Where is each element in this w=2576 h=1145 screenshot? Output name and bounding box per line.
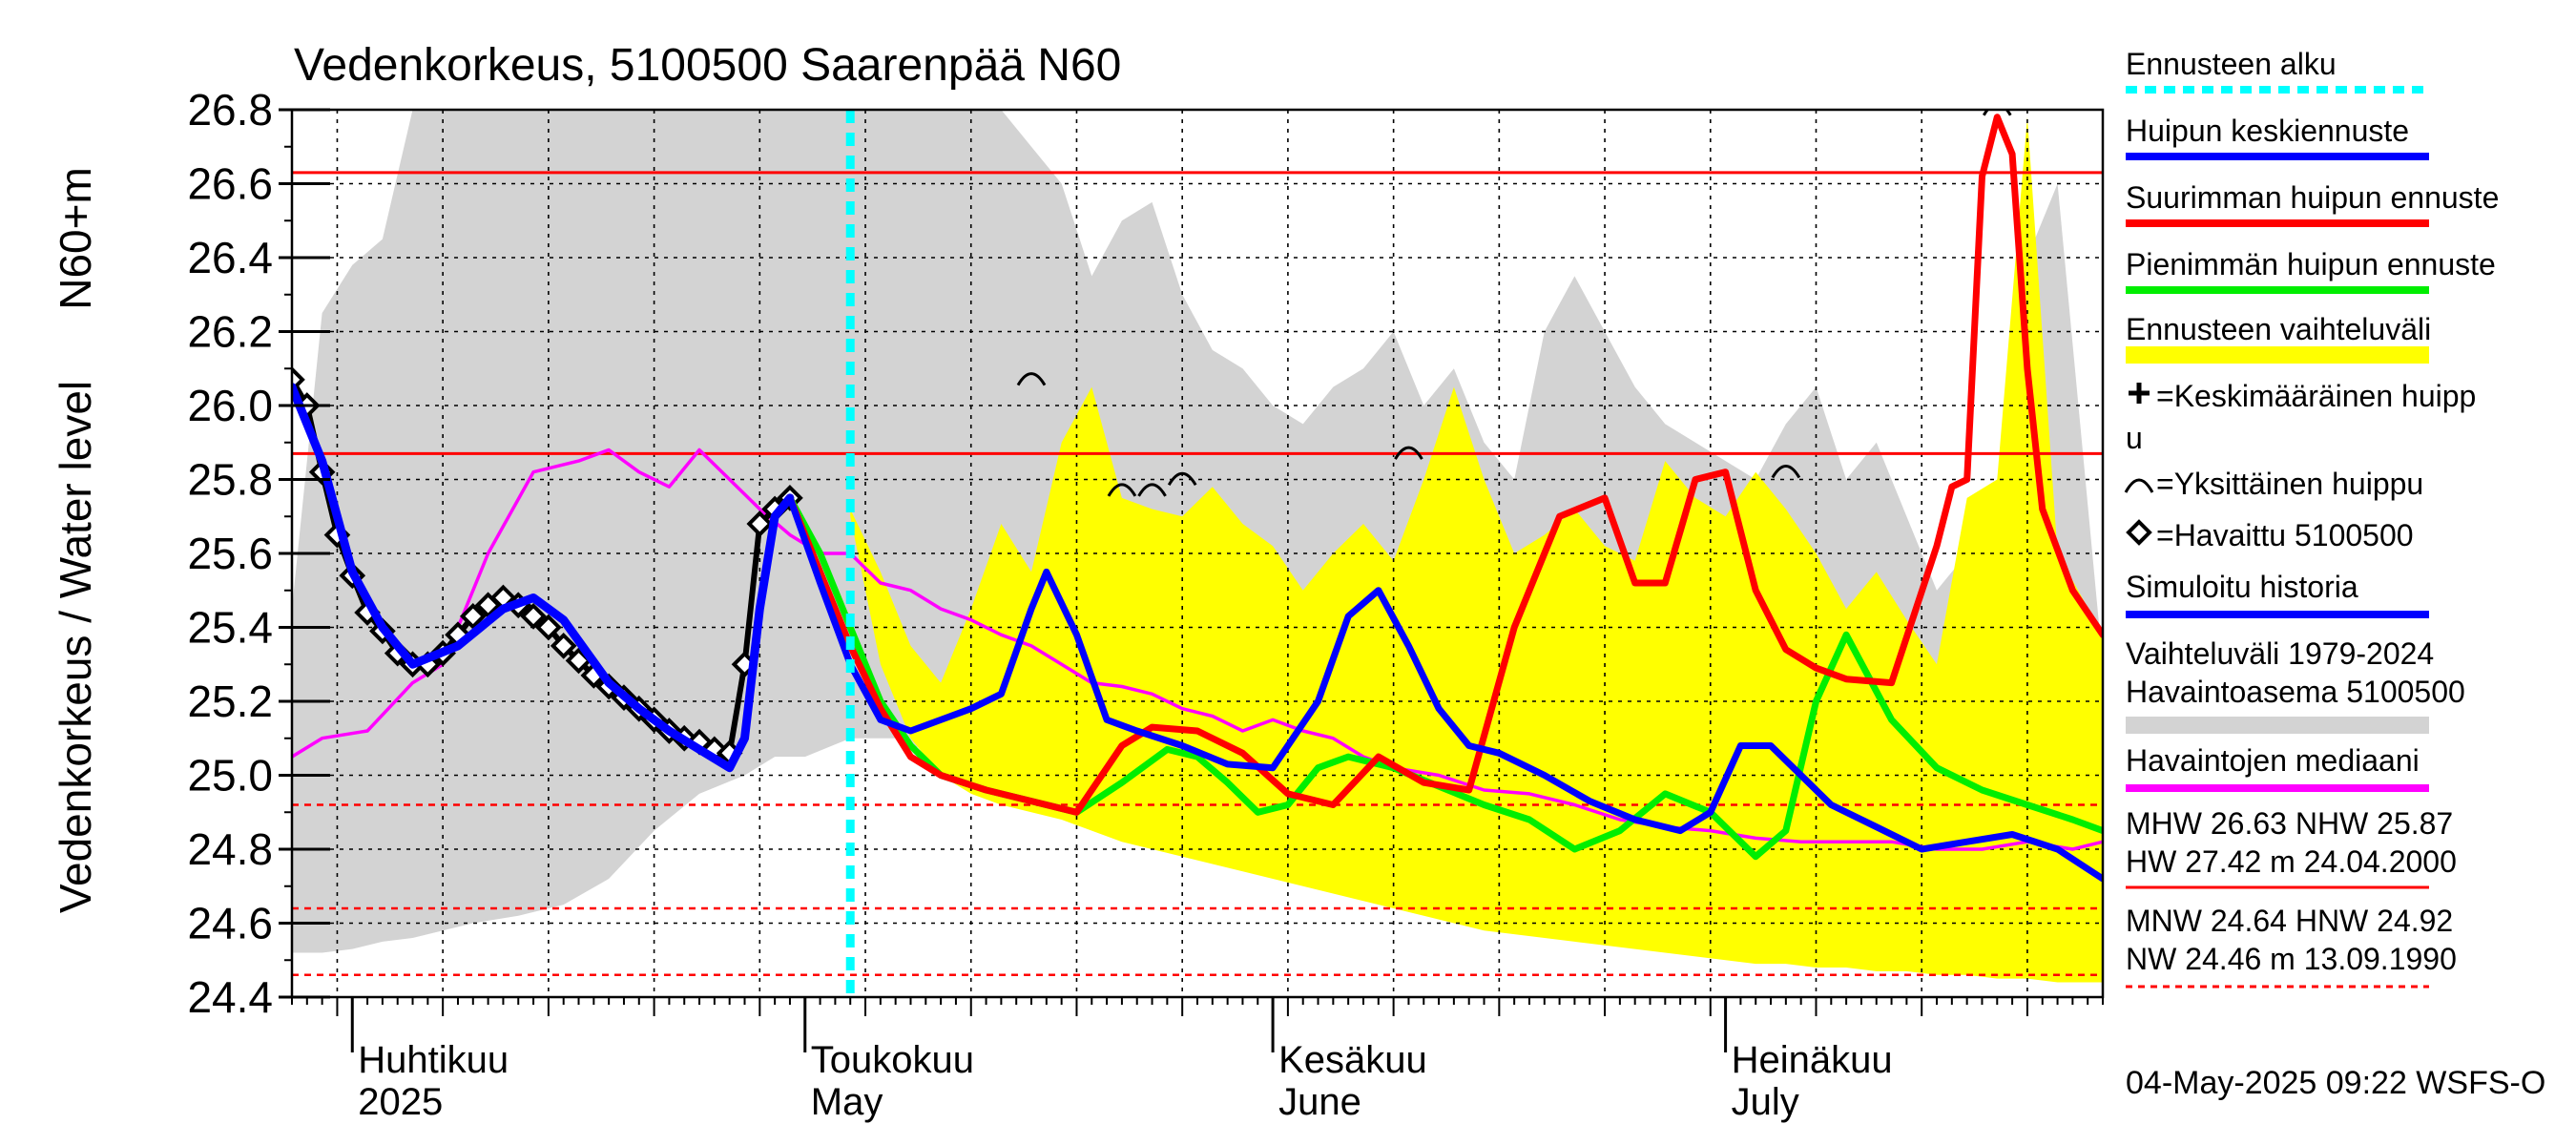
peak-marker (1394, 446, 1423, 460)
x-month-label-toukokuu: Toukokuu (811, 1039, 974, 1081)
y-tick-label: 25.8 (187, 455, 273, 505)
chart-title: Vedenkorkeus, 5100500 Saarenpää N60 (294, 40, 1121, 91)
legend-item-vaihteluvali-1979-2024-cont: Havaintoasema 5100500 (2126, 675, 2465, 709)
legend-item-keskimaarainen-huipp-cont: u (2126, 421, 2143, 455)
peak-marker (1107, 483, 1137, 497)
observed-point-marker (550, 633, 577, 659)
y-tick-label: 24.6 (187, 899, 273, 948)
peak-marker (1167, 471, 1197, 487)
x-month-label-heinakuu: Heinäkuu (1732, 1039, 1893, 1081)
timestamp-label: 04-May-2025 09:22 WSFS-O (2126, 1065, 2545, 1101)
x-month-sublabel-june: June (1278, 1081, 1361, 1123)
y-tick-label: 26.2 (187, 307, 273, 357)
y-axis-label: Vedenkorkeus / Water level (51, 381, 100, 913)
y-tick-label: 24.4 (187, 972, 273, 1022)
x-month-label-kesakuu: Kesäkuu (1278, 1039, 1427, 1081)
legend-diamond-icon (2126, 519, 2152, 546)
stat-mhw-nhw: MHW 26.63 NHW 25.87 (2126, 806, 2453, 841)
legend-item-vaihteluvali-1979-2024: Vaihteluväli 1979-2024 (2126, 636, 2434, 671)
x-month-sublabel-2025: 2025 (358, 1081, 443, 1123)
legend-swatch (2126, 717, 2429, 734)
y-tick-label: 26.0 (187, 381, 273, 430)
series-line-havaintojen-mediaani (292, 448, 2103, 851)
legend-item-havaittu-5100500: =Havaittu 5100500 (2156, 518, 2414, 552)
series-line-simuloitu-historia (292, 383, 795, 773)
legend-item-keskimaarainen-huipp: =Keskimääräinen huipp (2156, 379, 2476, 413)
legend-plus-icon (2129, 383, 2150, 404)
observed-point-marker (459, 603, 487, 630)
legend: Ennusteen alku Huipun keskiennuste Suurimm… (2124, 47, 2499, 792)
legend-item-ennusteen-alku: Ennusteen alku (2126, 47, 2337, 81)
x-month-sublabel-may: May (811, 1081, 883, 1123)
series-line-huipun-keskiennuste (786, 494, 2103, 883)
y-tick-label: 25.2 (187, 677, 273, 726)
stat-mnw-hnw: MNW 24.64 HNW 24.92 (2126, 904, 2453, 938)
stat-nw: NW 24.46 m 13.09.1990 (2126, 942, 2457, 976)
stat-hw: HW 27.42 m 24.04.2000 (2126, 844, 2457, 879)
y-axis-unit-label: N60+m (51, 167, 100, 310)
observed-point-marker (746, 510, 774, 537)
observed-point-marker (535, 614, 562, 641)
observed-point-marker (520, 603, 547, 630)
legend-swatch (2126, 346, 2429, 364)
x-month-label-huhtikuu: Huhtikuu (358, 1039, 509, 1081)
y-tick-label: 26.8 (187, 85, 273, 135)
series-line-suurimman-huipun-ennuste (786, 114, 2103, 816)
peak-marker (1137, 483, 1167, 497)
y-tick-label: 25.4 (187, 603, 273, 653)
y-tick-label: 25.0 (187, 751, 273, 801)
legend-item-ennusteen-vaihteluvali: Ennusteen vaihteluväli (2126, 312, 2431, 346)
legend-arc-icon (2124, 478, 2154, 493)
y-tick-label: 26.6 (187, 159, 273, 209)
legend-item-suurimman-huipun-ennuste: Suurimman huipun ennuste (2126, 180, 2499, 215)
y-tick-label: 24.8 (187, 824, 273, 874)
legend-item-havaintojen-mediaani: Havaintojen mediaani (2126, 743, 2420, 778)
x-month-sublabel-july: July (1732, 1081, 1799, 1123)
legend-item-huipun-keskiennuste: Huipun keskiennuste (2126, 114, 2409, 148)
legend-item-pienimman-huipun-ennuste: Pienimmän huipun ennuste (2126, 247, 2496, 281)
legend-item-simuloitu-historia: Simuloitu historia (2126, 570, 2358, 604)
peak-marker (1016, 372, 1047, 386)
legend-item-yksittainen-huippu: =Yksittäinen huippu (2156, 467, 2423, 501)
peak-marker (1771, 465, 1801, 479)
y-tick-label: 26.4 (187, 233, 273, 282)
y-tick-label: 25.6 (187, 529, 273, 578)
peak-marker (1982, 110, 2012, 116)
